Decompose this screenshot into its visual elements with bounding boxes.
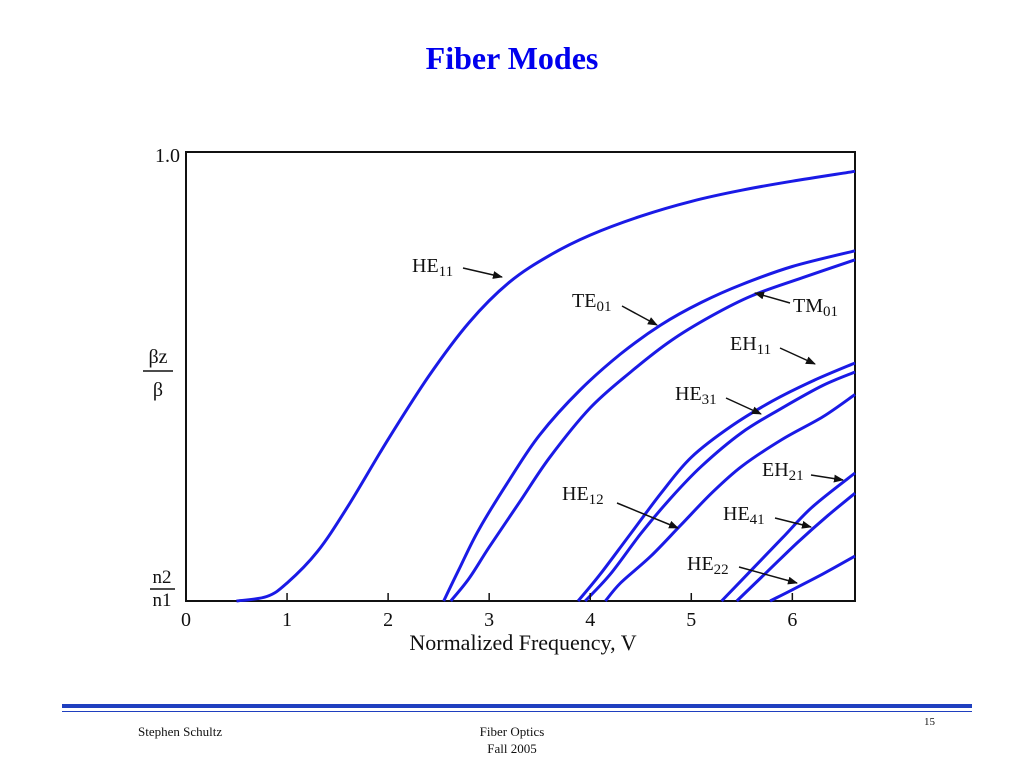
footer-rule-thick [62, 704, 972, 708]
arrow-he11 [462, 267, 503, 279]
label-he31: HE31 [675, 383, 717, 408]
mode-curves [236, 169, 856, 603]
curve-te01 [442, 249, 856, 602]
footer-author: Stephen Schultz [138, 724, 223, 739]
slide-title: Fiber Modes [425, 40, 599, 76]
curve-he41 [735, 492, 856, 603]
y-label-numerator: βz [148, 346, 167, 368]
label-tm01: TM01 [793, 295, 838, 320]
label-he12: HE12 [562, 483, 604, 508]
arrow-tm01 [754, 291, 791, 304]
x-tick-label: 1 [282, 609, 292, 631]
label-te01: TE01 [572, 290, 611, 315]
arrow-te01 [621, 305, 658, 326]
x-axis-ticks: 0 1 2 3 4 5 6 [181, 593, 797, 631]
label-eh21: EH21 [762, 459, 804, 484]
footer-course: Fiber Optics [479, 724, 545, 739]
arrow-he12 [616, 502, 679, 529]
curve-eh21 [720, 471, 856, 603]
footer-rule-thin [62, 711, 972, 712]
x-tick-label: 0 [181, 609, 191, 631]
x-tick-label: 5 [686, 609, 696, 631]
mode-annotations: HE11 TE01 TM01 EH11 HE31 HE12 EH21 HE41 HE22 [412, 255, 844, 585]
y-bottom-denominator: n1 [153, 590, 172, 611]
arrow-eh21 [810, 474, 844, 483]
label-eh11: EH11 [730, 333, 771, 358]
x-tick-label: 6 [787, 609, 797, 631]
x-axis-label: Normalized Frequency, V [409, 630, 636, 655]
x-tick-label: 2 [383, 609, 393, 631]
arrow-eh11 [779, 347, 816, 365]
label-he22: HE22 [687, 553, 729, 578]
label-he11: HE11 [412, 255, 453, 280]
curve-he22 [769, 554, 856, 603]
curve-he12 [604, 393, 856, 602]
footer-term: Fall 2005 [487, 741, 537, 756]
curve-he11 [236, 169, 856, 603]
page-number: 15 [924, 716, 935, 728]
y-bottom-numerator: n2 [153, 567, 172, 588]
arrow-he41 [774, 517, 812, 529]
x-tick-label: 3 [484, 609, 494, 631]
plot-frame [185, 151, 856, 602]
curve-he31 [584, 370, 856, 603]
y-label-denominator: β [153, 379, 163, 401]
curve-eh11 [576, 361, 856, 602]
arrow-he31 [725, 397, 762, 415]
x-tick-label: 4 [585, 609, 595, 631]
arrow-he22 [738, 566, 798, 585]
label-he41: HE41 [723, 503, 765, 528]
y-top-label: 1.0 [155, 145, 180, 167]
